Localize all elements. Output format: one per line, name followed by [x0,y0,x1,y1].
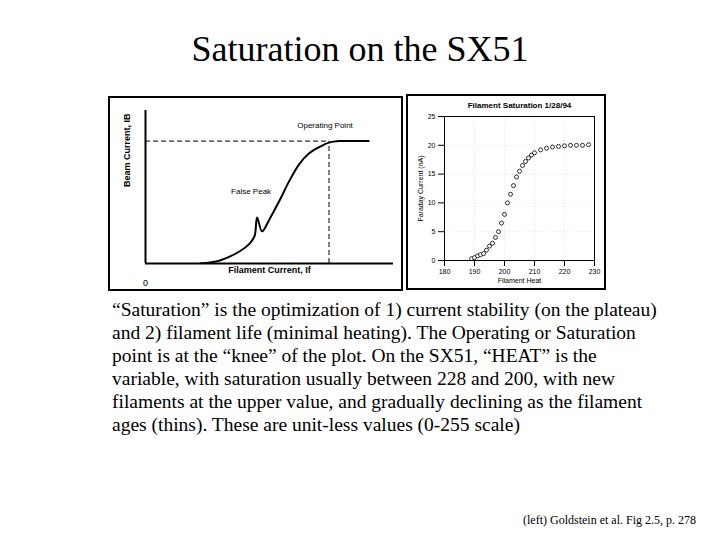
svg-text:5: 5 [432,228,436,235]
svg-text:False Peak: False Peak [231,187,272,196]
svg-text:Operating Point: Operating Point [297,121,353,130]
html-text:(left) Goldstein et al. Fig 2.: (left) Goldstein et al. Fig 2.5, p. 278 [523,513,696,527]
svg-text:180: 180 [439,268,451,275]
html-text:“Saturation” is the optimizati: “Saturation” is the optimization of 1) c… [112,299,657,435]
svg-text:Filament Saturation 1/28/94: Filament Saturation 1/28/94 [468,101,572,110]
svg-text:210: 210 [529,268,541,275]
svg-text:Faraday Current (nA): Faraday Current (nA) [417,155,425,221]
svg-text:Beam Current, IB: Beam Current, IB [122,113,132,187]
svg-text:0: 0 [143,278,148,288]
svg-text:230: 230 [589,268,601,275]
svg-text:190: 190 [469,268,481,275]
svg-text:Filament Heat: Filament Heat [498,277,542,284]
html-text:Saturation on the SX51: Saturation on the SX51 [191,29,529,69]
svg-text:Filament Current, If: Filament Current, If [228,265,312,275]
svg-text:200: 200 [499,268,511,275]
svg-text:0: 0 [432,257,436,264]
svg-text:15: 15 [428,170,436,177]
svg-text:220: 220 [559,268,571,275]
svg-text:20: 20 [428,142,436,149]
svg-text:10: 10 [428,199,436,206]
svg-text:25: 25 [428,113,436,120]
